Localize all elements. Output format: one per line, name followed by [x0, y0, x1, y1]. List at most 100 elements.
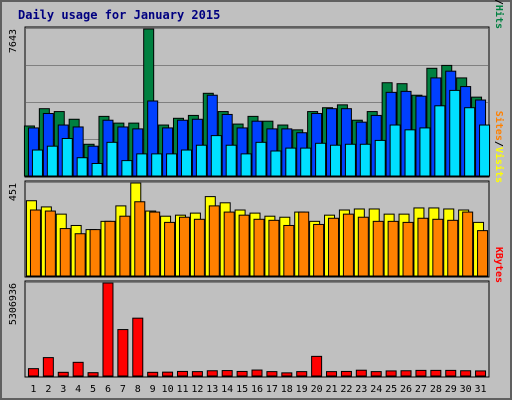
x-tick-label: 22: [340, 384, 352, 395]
bar-pages-day-29: [449, 89, 461, 177]
legend-item: Visits: [493, 147, 505, 183]
legend-item: Sites: [493, 111, 505, 141]
bar-sites-day-16: [253, 218, 265, 277]
bar-kbytes-day-23: [355, 369, 367, 377]
x-tick-label: 10: [162, 384, 174, 395]
bar-sites-day-23: [357, 216, 369, 277]
x-tick-label: 4: [75, 384, 81, 395]
bar-pages-day-19: [300, 147, 312, 177]
bar-sites-day-22: [342, 213, 354, 277]
bar-kbytes-day-13: [206, 370, 218, 377]
bar-sites-day-15: [238, 214, 250, 277]
x-tick-label: 20: [311, 384, 323, 395]
bar-sites-day-9: [149, 211, 161, 277]
x-tick-label: 7: [120, 384, 126, 395]
bar-kbytes-day-20: [311, 355, 323, 377]
bar-pages-day-16: [255, 141, 267, 177]
bar-pages-day-10: [166, 153, 178, 177]
legend-top: Pages/Files/Hits: [493, 0, 505, 29]
bar-kbytes-day-9: [147, 371, 159, 377]
x-tick-label: 14: [221, 384, 233, 395]
x-tick-label: 1: [30, 384, 36, 395]
plot-area: 7643Pages/Files/Hits451Sites/Visits53069…: [8, 0, 505, 395]
bar-sites-day-18: [283, 224, 295, 277]
bar-pages-day-9: [151, 153, 163, 177]
bar-pages-day-6: [106, 141, 118, 177]
bar-pages-day-28: [434, 105, 446, 177]
bar-kbytes-day-24: [370, 371, 382, 377]
bar-sites-day-2: [44, 210, 56, 277]
bar-kbytes-day-3: [57, 371, 69, 377]
bar-sites-day-13: [208, 205, 220, 277]
x-tick-label: 21: [325, 384, 337, 395]
bar-sites-day-6: [104, 220, 116, 277]
x-tick-label: 23: [355, 384, 367, 395]
bar-pages-day-18: [285, 147, 297, 177]
x-tick-label: 3: [60, 384, 66, 395]
bar-pages-day-3: [61, 138, 73, 177]
bar-pages-day-31: [479, 124, 491, 177]
x-tick-label: 13: [206, 384, 218, 395]
x-tick-label: 26: [400, 384, 412, 395]
x-tick-label: 30: [460, 384, 472, 395]
bar-pages-day-1: [31, 149, 43, 177]
bar-kbytes-day-19: [296, 371, 308, 377]
legend-item: KBytes: [493, 247, 504, 283]
bar-kbytes-day-6: [102, 282, 114, 377]
x-tick-label: 29: [445, 384, 457, 395]
x-tick-label: 6: [105, 384, 111, 395]
x-tick-label: 19: [296, 384, 308, 395]
x-tick-label: 2: [45, 384, 51, 395]
bar-sites-day-30: [462, 211, 474, 277]
panel-top: 7643 Pages/Files/Hits: [8, 0, 505, 178]
x-tick-label: 28: [430, 384, 442, 395]
bar-sites-day-28: [432, 218, 444, 277]
bar-sites-day-8: [134, 201, 146, 277]
bar-kbytes-day-8: [132, 317, 144, 377]
bar-kbytes-day-14: [221, 370, 233, 377]
bar-pages-day-17: [270, 150, 282, 177]
x-tick-label: 8: [135, 384, 141, 395]
bar-kbytes-day-26: [400, 370, 412, 377]
bar-sites-day-5: [89, 229, 101, 277]
bar-sites-day-29: [447, 219, 459, 277]
x-tick-label: 24: [370, 384, 382, 395]
bar-kbytes-day-22: [340, 370, 352, 377]
x-tick-label: 15: [236, 384, 248, 395]
panel-middle: 451 Sites/Visits: [8, 111, 505, 278]
bar-pages-day-15: [240, 153, 252, 177]
bar-kbytes-day-7: [117, 329, 129, 377]
max-label-top: 7643: [8, 29, 19, 53]
bar-pages-day-20: [315, 142, 327, 177]
legend-item: /: [493, 0, 504, 5]
bar-pages-day-12: [195, 144, 207, 177]
bar-sites-day-4: [74, 233, 86, 277]
panel-bottom-frame: [24, 280, 490, 378]
bar-kbytes-day-28: [430, 369, 442, 377]
bar-kbytes-day-4: [72, 361, 84, 377]
bar-kbytes-day-18: [281, 372, 293, 377]
bar-kbytes-day-15: [236, 370, 248, 377]
x-tick-label: 12: [191, 384, 203, 395]
x-tick-label: 25: [385, 384, 397, 395]
bar-pages-day-30: [464, 107, 476, 177]
bar-sites-day-26: [402, 221, 414, 277]
x-tick-label: 17: [266, 384, 278, 395]
bar-pages-day-14: [225, 144, 237, 177]
bar-kbytes-day-27: [415, 369, 427, 377]
bar-pages-day-22: [344, 143, 356, 177]
bar-sites-day-31: [477, 230, 489, 277]
bar-sites-day-21: [328, 217, 340, 277]
bar-sites-day-3: [59, 228, 71, 277]
bar-sites-day-24: [372, 220, 384, 277]
bar-sites-day-1: [29, 209, 41, 277]
max-label-middle: 451: [8, 183, 19, 201]
bar-pages-day-13: [210, 135, 222, 177]
bar-kbytes-day-31: [475, 370, 487, 377]
x-tick-label: 27: [415, 384, 427, 395]
max-label-bottom: 5306936: [8, 283, 19, 325]
bar-pages-day-23: [359, 143, 371, 177]
x-tick-label: 16: [251, 384, 263, 395]
bar-sites-day-10: [164, 221, 176, 277]
